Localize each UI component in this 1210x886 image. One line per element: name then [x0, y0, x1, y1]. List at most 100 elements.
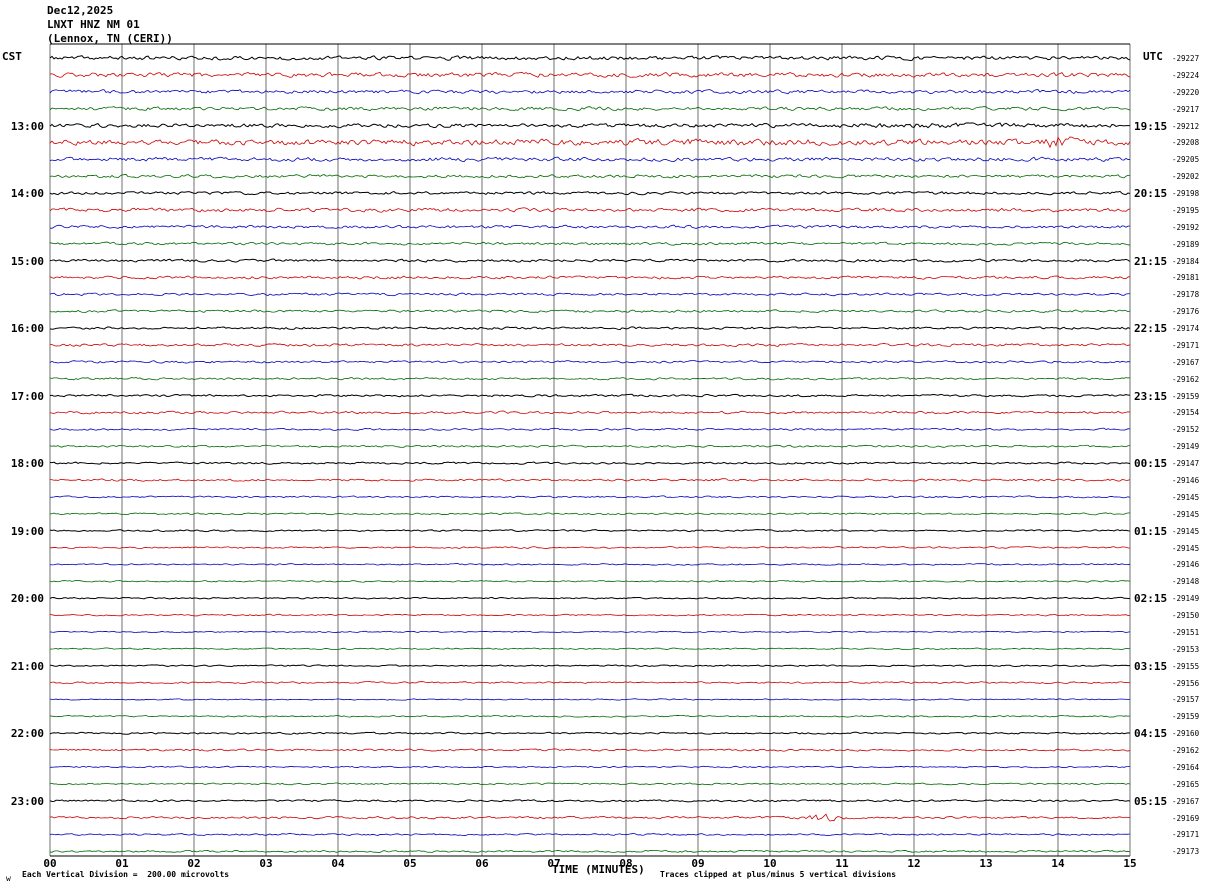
x-axis-title: TIME (MINUTES): [552, 863, 645, 876]
right-count-value: -29169: [1172, 813, 1200, 823]
trace-row: [49, 377, 1131, 381]
cst-hour-label: 13:00: [10, 119, 44, 133]
right-count-value: -29171: [1172, 830, 1200, 840]
trace-row: [49, 410, 1131, 415]
right-count-value: -29176: [1172, 307, 1200, 317]
x-tick-label: 11: [835, 857, 849, 870]
station-code: LNXT HNZ NM 01: [47, 18, 140, 31]
x-tick-label: 06: [475, 857, 489, 870]
trace-row: [49, 580, 1131, 583]
right-count-value: -29202: [1172, 172, 1200, 182]
trace-row: [49, 849, 1131, 853]
right-count-value: -29147: [1172, 459, 1200, 469]
trace-row: [49, 715, 1131, 718]
right-count-value: -29198: [1172, 189, 1200, 199]
right-count-value: -29189: [1172, 239, 1200, 249]
utc-hour-label: 03:15: [1134, 659, 1168, 673]
trace-row: [49, 782, 1131, 786]
right-count-value: -29195: [1172, 205, 1200, 215]
trace-row: [49, 275, 1131, 280]
x-tick-label: 13: [979, 857, 993, 870]
trace-row: [49, 156, 1131, 163]
cst-hour-label: 17:00: [10, 389, 44, 403]
x-tick-label: 14: [1051, 857, 1065, 870]
right-count-value: -29165: [1172, 779, 1200, 789]
trace-row: [49, 106, 1131, 112]
right-count-value: -29227: [1172, 54, 1200, 63]
right-count-value: -29162: [1172, 746, 1200, 756]
left-timezone-label: CST: [2, 50, 22, 63]
trace-row: [49, 55, 1131, 61]
scale-note: Each Vertical Division = 200.00 microvol…: [22, 870, 230, 879]
trace-row: [49, 833, 1131, 836]
trace-row: [49, 813, 1131, 822]
utc-hour-label: 00:15: [1134, 457, 1168, 471]
x-tick-label: 15: [1123, 857, 1137, 870]
trace-row: [49, 309, 1131, 313]
right-count-value: -29146: [1172, 560, 1200, 570]
trace-row: [49, 224, 1131, 229]
x-tick-label: 03: [259, 857, 273, 870]
right-count-value: -29145: [1172, 509, 1200, 519]
cst-hour-label: 21:00: [10, 659, 44, 673]
right-count-value: -29145: [1172, 526, 1200, 536]
cst-hour-label: 23:00: [10, 794, 44, 808]
x-tick-label: 12: [907, 857, 921, 870]
right-count-value: -29156: [1172, 678, 1200, 688]
trace-row: [49, 647, 1131, 651]
utc-hour-label: 23:15: [1134, 389, 1168, 403]
trace-row: [49, 241, 1131, 246]
plot-date: Dec12,2025: [47, 4, 114, 17]
trace-row: [49, 799, 1131, 803]
utc-hour-label: 01:15: [1134, 524, 1168, 538]
utc-hour-label: 02:15: [1134, 592, 1168, 606]
utc-hour-label: 04:15: [1134, 727, 1168, 741]
right-count-value: -29212: [1172, 121, 1200, 131]
trace-row: [49, 326, 1131, 331]
x-tick-label: 04: [331, 857, 345, 870]
trace-row: [49, 512, 1131, 516]
cst-hour-label: 15:00: [10, 254, 44, 268]
right-count-value: -29151: [1172, 627, 1200, 637]
utc-hour-label: 20:15: [1134, 187, 1168, 201]
right-count-value: -29174: [1172, 324, 1200, 334]
right-count-value: -29149: [1172, 594, 1200, 604]
station-location: (Lennox, TN (CERI)): [47, 32, 173, 45]
trace-row: [49, 89, 1131, 95]
cst-hour-label: 18:00: [10, 457, 44, 471]
right-count-value: -29159: [1172, 391, 1200, 401]
utc-hour-label: 22:15: [1134, 322, 1168, 336]
trace-row: [49, 190, 1131, 196]
x-tick-label: 09: [691, 857, 705, 870]
trace-row: [49, 765, 1131, 769]
x-tick-label: 08: [619, 857, 633, 870]
right-count-value: -29160: [1172, 729, 1200, 739]
right-count-value: -29224: [1172, 70, 1200, 80]
x-tick-label: 07: [547, 857, 561, 870]
utc-hour-label: 21:15: [1134, 254, 1168, 268]
trace-row: [49, 613, 1131, 617]
right-count-value: -29146: [1172, 476, 1200, 485]
right-count-value: -29149: [1172, 442, 1200, 452]
trace-row: [49, 664, 1131, 668]
trace-row: [49, 731, 1131, 735]
trace-row: [49, 393, 1131, 398]
x-tick-label: 00: [43, 857, 57, 870]
trace-row: [49, 71, 1131, 78]
trace-row: [49, 122, 1131, 129]
right-count-value: -29159: [1172, 712, 1200, 722]
trace-row: [49, 461, 1131, 465]
utc-hour-label: 05:15: [1134, 794, 1168, 808]
right-count-value: -29173: [1172, 847, 1200, 857]
trace-row: [49, 342, 1131, 347]
right-count-value: -29155: [1172, 661, 1200, 671]
right-count-value: -29171: [1172, 340, 1200, 350]
trace-row: [49, 495, 1131, 499]
right-count-value: -29217: [1172, 104, 1200, 114]
trace-row: [49, 563, 1131, 566]
right-count-value: -29208: [1172, 138, 1200, 148]
trace-row: [49, 173, 1131, 179]
trace-row: [49, 596, 1131, 600]
